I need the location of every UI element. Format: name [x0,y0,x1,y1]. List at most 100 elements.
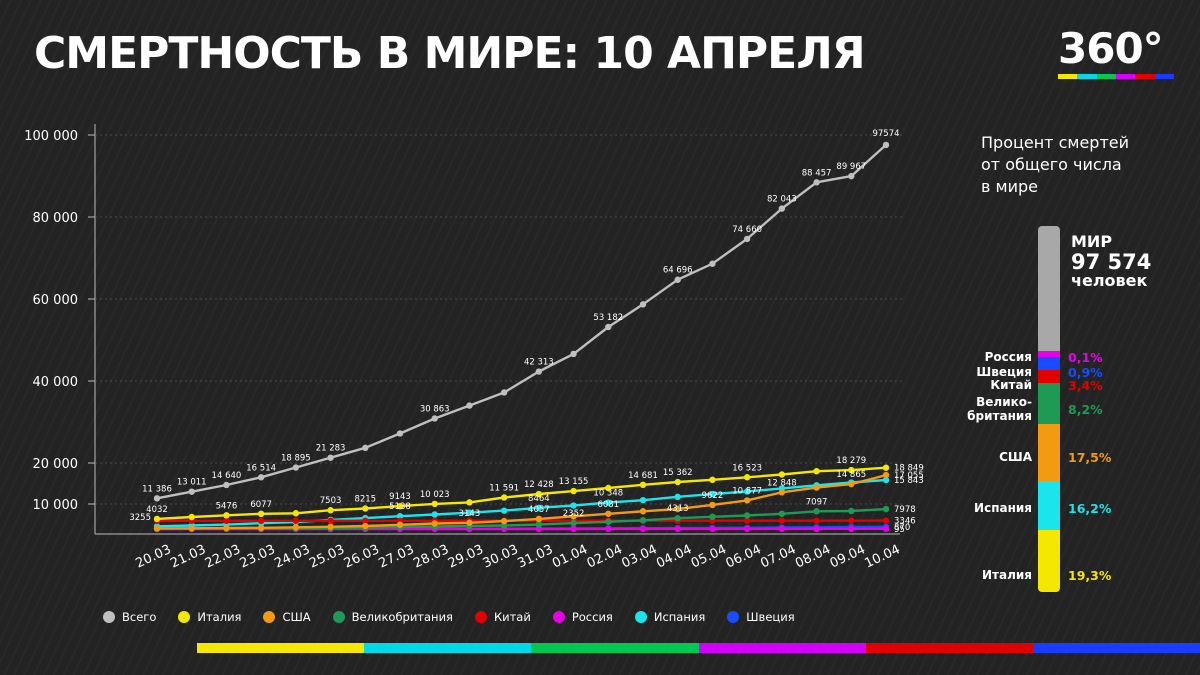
series-point [327,517,334,524]
series-point [639,496,647,504]
x-tick-label: 30.03 [481,542,521,571]
series-point [848,466,855,474]
series-point [431,511,438,518]
share-segment-name-line: Россия [984,350,1032,364]
series-point [153,525,161,532]
x-tick-label: 29.03 [446,542,486,571]
series-point [882,141,890,149]
data-label: 11 591 [489,483,519,493]
series-point [674,276,681,283]
series-point [674,478,681,486]
share-segment-rest [1038,226,1060,351]
bottom-bar-segment-0 [197,643,365,653]
x-tick-label: 10.04 [862,542,902,571]
series-point [605,518,612,525]
legend-label: Китай [493,610,531,624]
share-segment-name-line: Китай [990,378,1032,392]
series-point [882,505,890,513]
data-label: 4032 [146,505,168,515]
series-point [813,525,820,533]
series-point [466,509,473,516]
logo-color-bar [1058,74,1174,79]
series-point [292,517,300,524]
series-point [848,507,855,515]
series-point [153,495,161,502]
series-line [156,473,887,530]
series-point [813,508,820,515]
legend-swatch [727,611,740,623]
series-point [848,525,855,533]
bottom-bar-segment-2 [531,643,699,653]
series-point [570,350,577,358]
data-label: 53 182 [593,313,623,323]
series-point [396,502,404,510]
data-label: 3255 [129,513,151,523]
legend-item: Всего [103,610,156,624]
series-point [535,525,543,533]
data-label: 2352 [563,509,585,519]
y-tick-label: 80 000 [33,211,79,226]
share-segment-pct: 19,3% [1068,568,1112,583]
share-segment-name: Швеция [922,365,1032,379]
page-title: СМЕРТНОСТЬ В МИРЕ: 10 АПРЕЛЯ [34,28,866,79]
series-point [362,444,369,452]
bottom-color-bar [197,643,1200,653]
series-point [570,487,577,495]
series-point [257,524,265,531]
series-point [292,464,300,471]
share-segment-pct: 3,4% [1068,378,1103,393]
series-point [709,490,716,498]
data-label: 9143 [389,492,411,502]
series-point [778,525,786,533]
x-tick-label: 09.04 [828,542,868,571]
share-segment-name: Испания [922,501,1032,515]
series-point [639,517,647,524]
x-tick-label: 21.03 [168,542,208,571]
logo-bar-segment-1 [1077,74,1097,79]
series-point [535,368,543,375]
series-point [674,515,681,522]
series-point [500,507,508,514]
series-point [327,454,334,461]
data-label: 10 348 [593,489,623,499]
legend-item: Великобритания [332,610,453,624]
legend-label: Испания [653,610,706,624]
data-label: 64 696 [663,266,693,276]
share-segment-name: США [922,450,1032,464]
series-point [188,525,195,532]
series-point [257,517,265,525]
data-label: 8215 [354,494,376,504]
share-segment-pct: 17,5% [1068,450,1112,465]
data-label: 9622 [702,491,724,501]
share-segment-name-line: Испания [974,501,1032,515]
series-point [223,481,230,489]
share-segment-pct: 8,2% [1068,402,1103,417]
x-tick-label: 07.04 [758,542,798,571]
series-point [431,500,438,508]
series-point [362,522,369,530]
legend-swatch [474,611,487,623]
series-point [223,524,230,532]
series-point [500,517,508,525]
data-label: 4057 [528,505,550,515]
data-label: 14 865 [836,470,866,480]
side-title-line: Процент смертей [981,133,1130,152]
series-point [535,490,543,498]
data-label: 15 362 [663,468,693,478]
series-point [396,521,404,528]
x-tick-label: 04.04 [654,542,694,571]
series-point [778,510,786,517]
x-tick-label: 31.03 [515,542,555,571]
bottom-bar-segment-5 [1032,643,1200,653]
series-point [535,504,543,512]
data-label: 7097 [806,497,828,507]
series-point [743,525,751,533]
series-point [570,519,577,527]
series-point [500,494,508,501]
legend-item: США [263,610,311,624]
share-segment [1038,357,1060,370]
data-label: 8464 [528,494,550,504]
series-point [813,179,820,186]
series-point [570,502,577,509]
